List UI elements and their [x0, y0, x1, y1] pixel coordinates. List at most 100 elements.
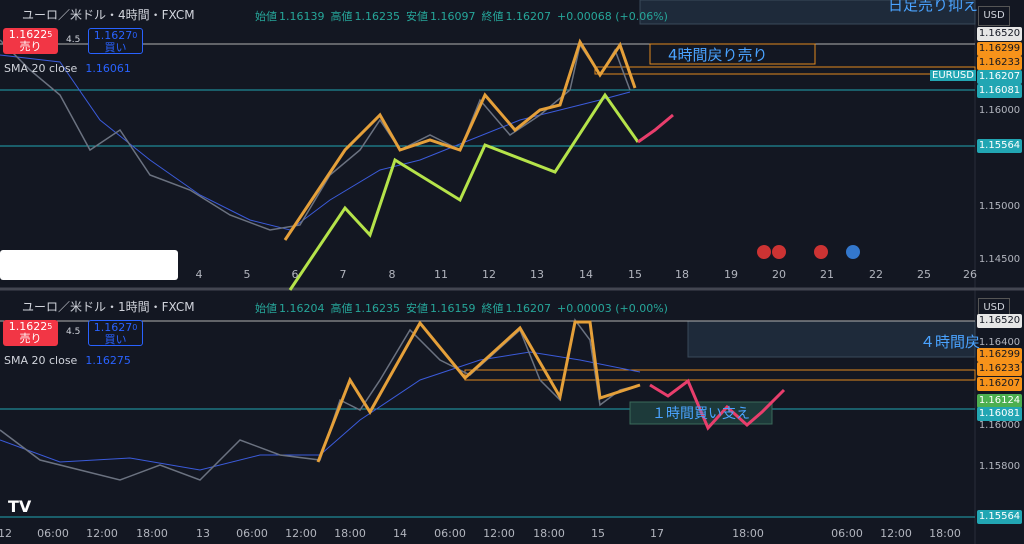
ohlc-value: 1.16097	[430, 10, 476, 23]
zone	[464, 369, 976, 381]
sma-line	[0, 54, 631, 231]
zone	[687, 320, 976, 358]
drawing-toolbar[interactable]	[0, 250, 178, 280]
time-label: 15	[628, 268, 642, 281]
drawing	[649, 378, 786, 431]
time-label: 5	[243, 268, 251, 281]
buy-button[interactable]: 1.16270 買い	[88, 320, 143, 346]
price-label: 1.16299	[977, 42, 1022, 56]
sell-button[interactable]: 1.16225 売り	[3, 320, 58, 346]
time-label: 18:00	[334, 527, 366, 540]
time-label: 06:00	[831, 527, 863, 540]
ohlc-value: 1.16139	[279, 10, 325, 23]
ohlc-value: 1.16235	[354, 10, 401, 23]
time-label: 12	[0, 527, 12, 540]
annotation: ４時間戻	[920, 333, 981, 351]
ohlc-label: 安値	[406, 10, 428, 23]
time-label: 20	[772, 268, 786, 281]
daily-zone	[639, 0, 976, 25]
time-label: 18:00	[136, 527, 168, 540]
indicator: SMA 20 close 1.16061	[4, 62, 131, 75]
ohlc-value: 1.16207	[505, 302, 552, 315]
price-label: 1.16520	[977, 27, 1022, 41]
symbol-tag: EURUSD	[930, 70, 976, 81]
price-label: 1.16000	[978, 105, 1021, 116]
time-label: 6	[291, 268, 299, 281]
spread: 4.5	[66, 35, 81, 45]
drawing	[637, 113, 674, 144]
time-label: 06:00	[37, 527, 69, 540]
indicator-value: 1.16061	[85, 62, 131, 75]
price-label: 1.16124	[977, 394, 1022, 408]
sma-line	[0, 351, 641, 471]
buy-button[interactable]: 1.16270 買い	[88, 28, 143, 54]
time-label: 12:00	[86, 527, 118, 540]
time-label: 22	[869, 268, 883, 281]
drawing	[316, 320, 641, 463]
ohlc-label: 始値	[255, 10, 277, 23]
time-label: 06:00	[434, 527, 466, 540]
sell-button[interactable]: 1.16225 売り	[3, 28, 58, 54]
buy-small: 0	[132, 323, 138, 332]
time-label: 12	[482, 268, 496, 281]
sell-price: 1.1622	[8, 320, 48, 333]
ohlc-value: 1.16235	[354, 302, 401, 315]
ohlc-label: 始値	[255, 302, 277, 315]
price-label: 1.16233	[977, 56, 1022, 70]
time-label: 18:00	[533, 527, 565, 540]
header: ユーロ／米ドル・4時間・FXCM	[22, 8, 195, 22]
header: ユーロ／米ドル・1時間・FXCM	[22, 300, 195, 314]
price-label: 1.15564	[977, 139, 1022, 153]
price-label: 1.16081	[977, 84, 1022, 98]
time-label: 14	[579, 268, 593, 281]
sell-label: 売り	[19, 40, 42, 53]
change: +0.00068 (+0.06%)	[557, 10, 668, 23]
buy-price: 1.1627	[93, 29, 133, 42]
drawing	[288, 92, 640, 291]
price-label: 1.16000	[978, 420, 1021, 431]
annotation: 4時間戻り売り	[668, 46, 768, 64]
ohlc-label: 高値	[330, 10, 353, 23]
time-label: 06:00	[236, 527, 268, 540]
sell-label: 売り	[19, 332, 42, 345]
time-label: 25	[917, 268, 931, 281]
sell-small: 5	[47, 322, 53, 331]
time-label: 7	[339, 268, 347, 281]
buy-small: 0	[132, 31, 138, 40]
ohlc: 始値 1.16204 高値 1.16235 安値 1.16159 終値 1.16207 +0.0…	[255, 300, 668, 316]
ohlc-label: 終値	[481, 10, 504, 23]
time-label: 15	[591, 527, 605, 540]
time-label: 13	[196, 527, 210, 540]
price-label: 1.16233	[977, 362, 1022, 376]
time-label: 17	[650, 527, 664, 540]
time-label: 11	[434, 268, 448, 281]
ohlc: 始値 1.16139 高値 1.16235 安値 1.16097 終値 1.16207 +0.0…	[255, 8, 668, 24]
price-label: 1.15000	[978, 201, 1021, 212]
time-label: 12:00	[483, 527, 515, 540]
price-trace	[0, 39, 631, 231]
sell-price: 1.1622	[8, 28, 48, 41]
indicator-name: SMA 20 close	[4, 354, 78, 367]
price-label: 1.16299	[977, 348, 1022, 362]
price-label: 1.16081	[977, 407, 1022, 421]
time-label: 18	[675, 268, 689, 281]
time-label: 14	[393, 527, 407, 540]
ohlc-value: 1.16204	[279, 302, 325, 315]
zone	[649, 43, 816, 65]
price-label: 1.16207	[977, 377, 1022, 391]
currency[interactable]: USD	[978, 6, 1010, 26]
logo: TV	[8, 497, 32, 516]
time-label: 8	[388, 268, 396, 281]
time-label: 12:00	[880, 527, 912, 540]
time-label: 26	[963, 268, 977, 281]
indicator-value: 1.16275	[85, 354, 131, 367]
time-label: 21	[820, 268, 834, 281]
price-label: 1.16207	[977, 70, 1022, 84]
annotation: 日足売り抑え	[888, 0, 979, 14]
price-label: 1.16400	[978, 337, 1021, 348]
ohlc-value: 1.16207	[505, 10, 552, 23]
zone	[594, 66, 976, 75]
time-label: 4	[195, 268, 203, 281]
buy-label: 買い	[104, 41, 127, 54]
